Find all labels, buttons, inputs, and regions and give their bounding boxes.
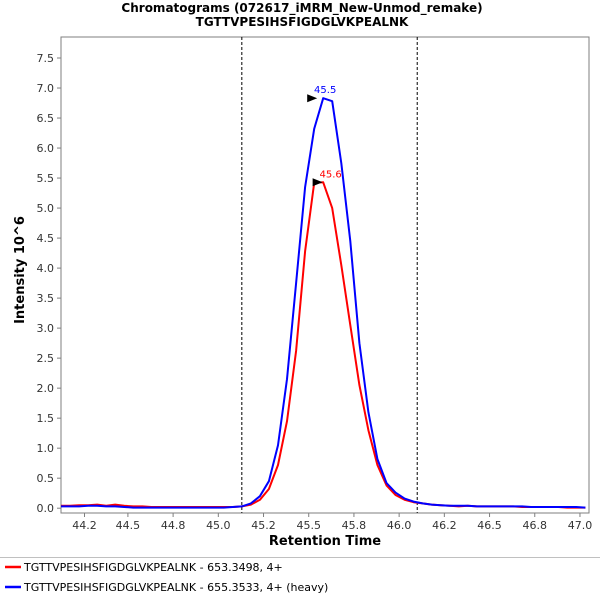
y-tick-label: 0.0 [37,502,55,515]
y-tick-label: 2.0 [37,382,55,395]
x-tick-label: 45.2 [251,519,276,532]
y-tick-label: 5.0 [37,202,55,215]
chart-subtitle: TGTTVPESIHSFIGDGLVKPEALNK [196,15,409,29]
x-axis-label: Retention Time [269,534,381,549]
y-tick-label: 7.5 [37,52,55,65]
peak-boundaries [241,37,418,513]
y-tick-label: 3.5 [37,292,55,305]
y-tick-label: 6.5 [37,112,55,125]
y-tick-label: 7.0 [37,82,55,95]
y-tick-label: 2.5 [37,352,55,365]
y-tick-label: 6.0 [37,142,55,155]
y-tick-label: 0.5 [37,472,55,485]
y-tick-label: 5.5 [37,172,55,185]
x-tick-label: 45.8 [342,519,367,532]
x-tick-label: 44.2 [72,519,97,532]
y-axis: 0.0 0.5 1.0 1.5 2.0 2.5 3.0 3.5 4.0 4.5 5.0 5.5 6.0 6… [37,52,61,515]
peak-arrow-marker [307,94,318,103]
y-tick-label: 3.0 [37,322,55,335]
y-tick-label: 4.5 [37,232,55,245]
series-layer [61,97,586,509]
x-axis: 44.2 44.5 44.8 45.0 45.2 45.5 45.8 46.0 46.2 46.5… [72,513,592,532]
y-tick-label: 1.0 [37,442,55,455]
plot-area [60,36,590,514]
x-tick-label: 44.5 [116,519,141,532]
peak-arrow-marker [312,178,323,187]
peak-label: 45.6 [319,169,341,180]
chart-title: Chromatograms (072617_iMRM_New-Unmod_rem… [121,1,482,16]
x-tick-label: 46.2 [432,519,457,532]
legend-entry-light: TGTTVPESIHSFIGDGLVKPEALNK - 653.3498, 4+ [23,561,283,574]
x-tick-label: 46.0 [387,519,412,532]
y-tick-label: 4.0 [37,262,55,275]
series-line-heavy [61,97,586,509]
legend-entry-heavy: TGTTVPESIHSFIGDGLVKPEALNK - 655.3533, 4+… [23,581,328,594]
x-tick-label: 47.0 [568,519,593,532]
x-tick-label: 45.5 [296,519,321,532]
y-tick-label: 1.5 [37,412,55,425]
peak-label: 45.5 [314,85,336,96]
y-axis-label: Intensity 10^6 [13,216,28,324]
x-tick-label: 46.8 [523,519,548,532]
x-tick-label: 45.0 [206,519,231,532]
x-tick-label: 44.8 [161,519,186,532]
x-tick-label: 46.5 [477,519,502,532]
peak-markers: 45.6 45.5 [307,85,342,187]
